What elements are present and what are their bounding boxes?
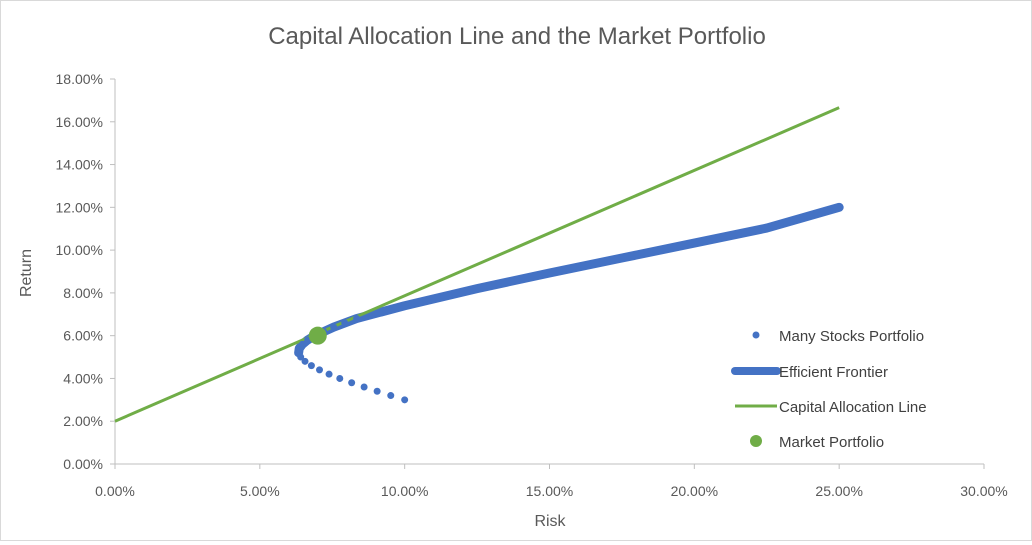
many-stocks-point [301,357,309,365]
x-tick-label: 20.00% [671,483,718,499]
plot-area [114,106,844,423]
many-stocks-point [387,392,395,400]
legend-marker-many-stocks [752,331,760,339]
many-stocks-point [298,340,306,348]
many-stocks-point [341,319,349,327]
many-stocks-point [330,323,338,331]
y-tick-label: 4.00% [63,370,103,386]
y-tick-label: 6.00% [63,328,103,344]
many-stocks-point [307,362,315,370]
legend-item-market-portfolio: Market Portfolio [750,434,884,451]
many-stocks-point [336,374,344,382]
x-tick-label: 0.00% [95,483,135,499]
chart-title: Capital Allocation Line and the Market P… [268,23,766,50]
legend-item-efficient-frontier: Efficient Frontier [731,364,888,381]
legend-label-market-portfolio: Market Portfolio [779,434,884,451]
many-stocks-point [401,396,409,404]
x-axis-title: Risk [534,513,566,530]
x-axis: 0.00% 5.00% 10.00% 15.00% 20.00% 25.00% 30.00% [95,463,1008,499]
legend-label-many-stocks: Many Stocks Portfolio [779,328,924,345]
y-tick-label: 12.00% [56,199,103,215]
capital-allocation-line [114,106,840,423]
y-axis-title: Return [18,249,35,297]
x-tick-label: 15.00% [526,483,573,499]
y-tick-label: 16.00% [56,114,103,130]
many-stocks-point [348,379,356,387]
legend-item-many-stocks: Many Stocks Portfolio [752,328,924,345]
legend-item-cal: Capital Allocation Line [735,399,927,416]
x-tick-label: 25.00% [815,483,862,499]
y-tick-label: 14.00% [56,157,103,173]
x-tick-label: 10.00% [381,483,428,499]
y-tick-label: 10.00% [56,242,103,258]
many-stocks-point [373,387,381,395]
many-stocks-point [360,383,368,391]
x-tick-label: 5.00% [240,483,280,499]
y-tick-label: 18.00% [56,71,103,87]
many-stocks-point [353,315,361,323]
many-stocks-point [325,370,333,378]
legend: Many Stocks Portfolio Efficient Frontier… [731,328,927,451]
efficient-frontier-line [294,202,844,358]
legend-label-cal: Capital Allocation Line [779,399,927,416]
legend-marker-market-portfolio [750,435,762,447]
many-stocks-point [316,366,324,374]
x-tick-label: 30.00% [960,483,1007,499]
y-tick-label: 8.00% [63,285,103,301]
y-tick-label: 0.00% [63,456,103,472]
y-tick-label: 2.00% [63,413,103,429]
y-axis: 0.00% 2.00% 4.00% 6.00% 8.00% 10.00% 12.00% 14.… [56,71,116,472]
market-portfolio-point [308,326,327,345]
legend-label-efficient-frontier: Efficient Frontier [779,364,888,381]
